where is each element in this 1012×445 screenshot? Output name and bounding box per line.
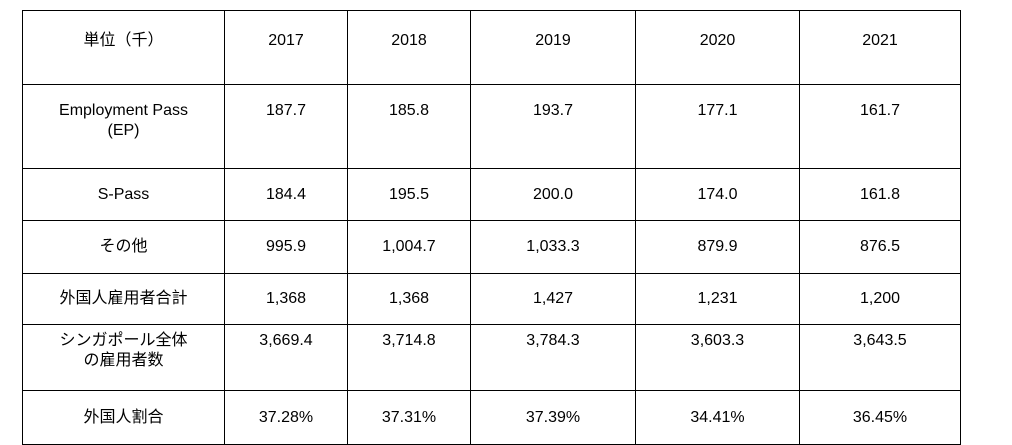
row-label-singapore-total: シンガポール全体 の雇用者数 [22,324,225,391]
table-cell: 174.0 [635,168,800,221]
table-cell: 187.7 [224,84,348,169]
table-cell: 37.31% [347,390,471,445]
table-cell: 200.0 [470,168,636,221]
table-cell: 3,784.3 [470,324,636,391]
table-cell: 161.7 [799,84,961,169]
row-label-line: の雇用者数 [83,352,164,369]
row-label-foreign-ratio: 外国人割合 [22,390,225,445]
table-cell: 3,603.3 [635,324,800,391]
row-label-employment-pass: Employment Pass (EP) [22,84,225,169]
table-cell: 193.7 [470,84,636,169]
table-row: 外国人雇用者合計 1,368 1,368 1,427 1,231 1,200 [22,273,961,325]
table-cell: 161.8 [799,168,961,221]
table-cell: 36.45% [799,390,961,445]
table-row: S-Pass 184.4 195.5 200.0 174.0 161.8 [22,168,961,221]
table-cell: 3,669.4 [224,324,348,391]
table-cell: 3,714.8 [347,324,471,391]
table-row: 外国人割合 37.28% 37.31% 37.39% 34.41% 36.45% [22,390,961,445]
table-cell: 1,427 [470,273,636,325]
table-cell: 185.8 [347,84,471,169]
table-row: その他 995.9 1,004.7 1,033.3 879.9 876.5 [22,220,961,274]
table-cell: 879.9 [635,220,800,274]
table-cell: 1,200 [799,273,961,325]
year-header-2020: 2020 [635,10,800,85]
header-row: 単位（千） 2017 2018 2019 2020 2021 [22,10,961,85]
table-row: シンガポール全体 の雇用者数 3,669.4 3,714.8 3,784.3 3,… [22,324,961,391]
table-cell: 37.28% [224,390,348,445]
row-label-line: シンガポール全体 [59,332,188,349]
row-label-line: 外国人雇用者合計 [59,290,188,307]
row-label-other: その他 [22,220,225,274]
table-cell: 177.1 [635,84,800,169]
table-row: Employment Pass (EP) 187.7 185.8 193.7 17… [22,84,961,169]
year-header-2018: 2018 [347,10,471,85]
row-label-foreign-total: 外国人雇用者合計 [22,273,225,325]
row-label-line: S-Pass [97,186,150,203]
employment-table: 単位（千） 2017 2018 2019 2020 2021 Employmen… [22,10,961,445]
year-header-2021: 2021 [799,10,961,85]
table-cell: 195.5 [347,168,471,221]
table-cell: 184.4 [224,168,348,221]
table-cell: 1,004.7 [347,220,471,274]
row-label-line: Employment Pass [59,102,188,119]
unit-header: 単位（千） [22,10,225,85]
table-cell: 1,368 [347,273,471,325]
year-header-2019: 2019 [470,10,636,85]
row-label-s-pass: S-Pass [22,168,225,221]
table-cell: 1,231 [635,273,800,325]
table-cell: 876.5 [799,220,961,274]
table-cell: 37.39% [470,390,636,445]
row-label-line: その他 [99,238,148,255]
year-header-2017: 2017 [224,10,348,85]
table-cell: 1,368 [224,273,348,325]
row-label-line: 外国人割合 [83,408,164,426]
row-label-line: (EP) [107,122,140,139]
table-cell: 34.41% [635,390,800,445]
table-cell: 995.9 [224,220,348,274]
table-cell: 3,643.5 [799,324,961,391]
table-cell: 1,033.3 [470,220,636,274]
